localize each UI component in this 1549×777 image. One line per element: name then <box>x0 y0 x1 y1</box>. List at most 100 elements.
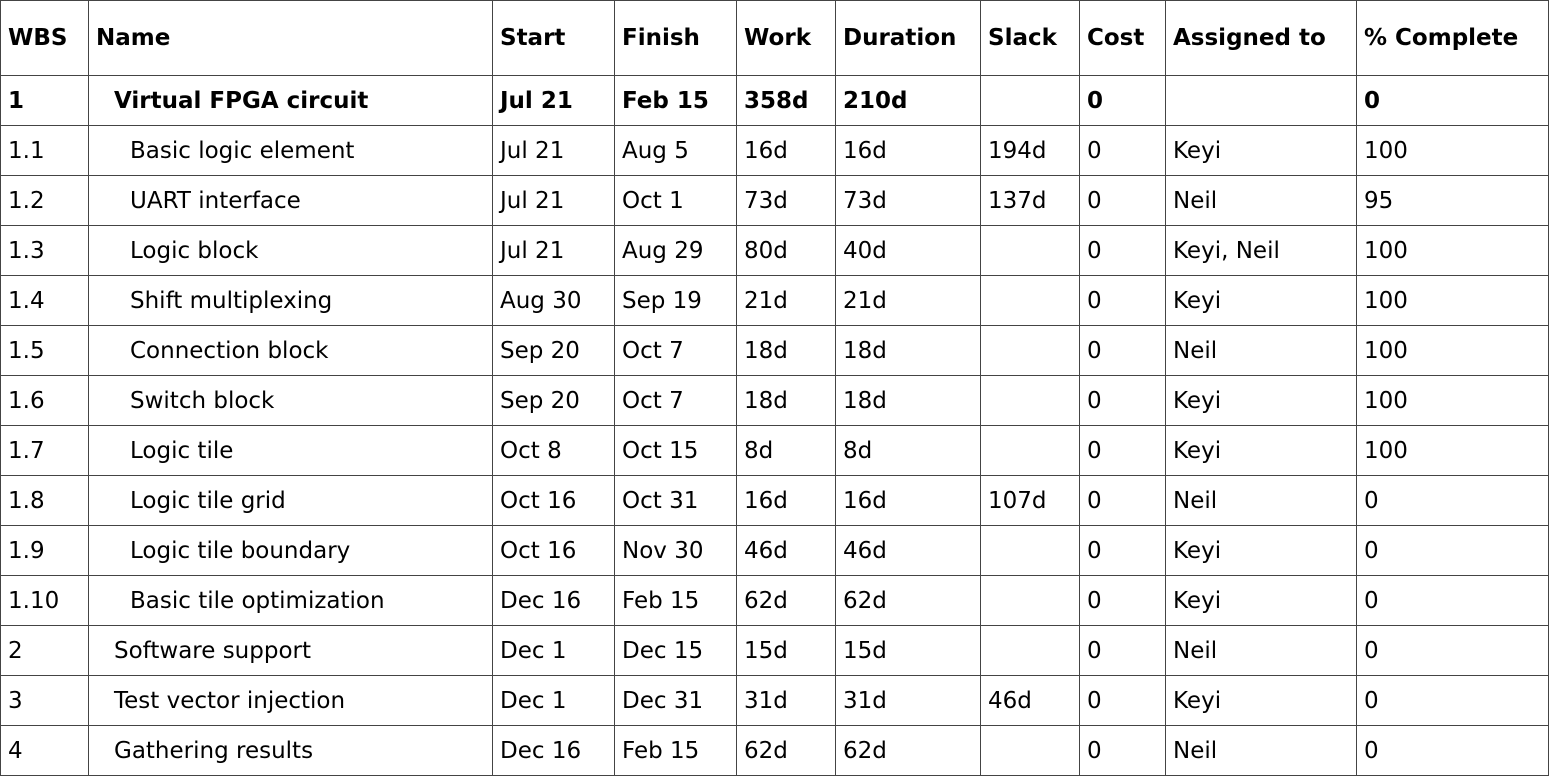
wbs-cell: 4 <box>0 725 89 776</box>
percent-complete-cell: 100 <box>1356 225 1549 276</box>
column-header-wbs: WBS <box>0 0 89 76</box>
cost-cell: 0 <box>1079 675 1166 726</box>
table-row: 1.6 Switch block Sep 20 Oct 7 18d 18d 0 Keyi 100 <box>0 375 1549 426</box>
duration-cell: 62d <box>835 575 981 626</box>
slack-cell <box>980 225 1080 276</box>
task-name-cell: Logic block <box>88 225 493 276</box>
finish-cell: Oct 7 <box>614 325 737 376</box>
wbs-cell: 1 <box>0 75 89 126</box>
duration-cell: 16d <box>835 475 981 526</box>
task-name-cell: Basic tile optimization <box>88 575 493 626</box>
task-name-cell: Logic tile boundary <box>88 525 493 576</box>
start-cell: Oct 16 <box>492 475 615 526</box>
percent-complete-cell: 100 <box>1356 125 1549 176</box>
column-header-slack: Slack <box>980 0 1080 76</box>
start-cell: Oct 8 <box>492 425 615 476</box>
assigned-to-cell: Neil <box>1165 725 1357 776</box>
work-cell: 8d <box>736 425 836 476</box>
wbs-cell: 1.8 <box>0 475 89 526</box>
cost-cell: 0 <box>1079 725 1166 776</box>
column-header-assigned-to: Assigned to <box>1165 0 1357 76</box>
slack-cell <box>980 625 1080 676</box>
assigned-to-cell: Keyi <box>1165 275 1357 326</box>
work-cell: 16d <box>736 125 836 176</box>
task-name-cell: Shift multiplexing <box>88 275 493 326</box>
slack-cell <box>980 325 1080 376</box>
slack-cell <box>980 525 1080 576</box>
slack-cell <box>980 375 1080 426</box>
start-cell: Jul 21 <box>492 75 615 126</box>
task-name-cell: Virtual FPGA circuit <box>88 75 493 126</box>
percent-complete-cell: 0 <box>1356 475 1549 526</box>
table-row: 1 Virtual FPGA circuit Jul 21 Feb 15 358d 210… <box>0 75 1549 126</box>
slack-cell <box>980 275 1080 326</box>
assigned-to-cell: Keyi <box>1165 675 1357 726</box>
finish-cell: Feb 15 <box>614 725 737 776</box>
duration-cell: 31d <box>835 675 981 726</box>
duration-cell: 73d <box>835 175 981 226</box>
wbs-cell: 1.7 <box>0 425 89 476</box>
table-row: 3 Test vector injection Dec 1 Dec 31 31d 31d 4… <box>0 675 1549 726</box>
percent-complete-cell: 100 <box>1356 425 1549 476</box>
start-cell: Oct 16 <box>492 525 615 576</box>
duration-cell: 18d <box>835 375 981 426</box>
cost-cell: 0 <box>1079 275 1166 326</box>
percent-complete-cell: 100 <box>1356 375 1549 426</box>
table-row: 1.3 Logic block Jul 21 Aug 29 80d 40d 0 Keyi, N… <box>0 225 1549 276</box>
finish-cell: Dec 31 <box>614 675 737 726</box>
assigned-to-cell <box>1165 75 1357 126</box>
task-name-cell: Switch block <box>88 375 493 426</box>
start-cell: Sep 20 <box>492 375 615 426</box>
start-cell: Dec 16 <box>492 725 615 776</box>
percent-complete-cell: 0 <box>1356 675 1549 726</box>
wbs-cell: 1.10 <box>0 575 89 626</box>
cost-cell: 0 <box>1079 175 1166 226</box>
percent-complete-cell: 0 <box>1356 75 1549 126</box>
work-cell: 62d <box>736 575 836 626</box>
assigned-to-cell: Keyi <box>1165 525 1357 576</box>
work-cell: 18d <box>736 325 836 376</box>
work-cell: 62d <box>736 725 836 776</box>
slack-cell: 46d <box>980 675 1080 726</box>
wbs-cell: 3 <box>0 675 89 726</box>
percent-complete-cell: 95 <box>1356 175 1549 226</box>
table-row: 1.1 Basic logic element Jul 21 Aug 5 16d 16d 1… <box>0 125 1549 176</box>
slack-cell <box>980 425 1080 476</box>
duration-cell: 62d <box>835 725 981 776</box>
finish-cell: Dec 15 <box>614 625 737 676</box>
percent-complete-cell: 0 <box>1356 725 1549 776</box>
cost-cell: 0 <box>1079 425 1166 476</box>
finish-cell: Aug 5 <box>614 125 737 176</box>
column-header-start: Start <box>492 0 615 76</box>
finish-cell: Feb 15 <box>614 575 737 626</box>
start-cell: Sep 20 <box>492 325 615 376</box>
table-row: 1.7 Logic tile Oct 8 Oct 15 8d 8d 0 Keyi 100 <box>0 425 1549 476</box>
cost-cell: 0 <box>1079 225 1166 276</box>
work-cell: 46d <box>736 525 836 576</box>
wbs-cell: 1.9 <box>0 525 89 576</box>
wbs-cell: 1.1 <box>0 125 89 176</box>
task-name-cell: Test vector injection <box>88 675 493 726</box>
wbs-cell: 1.6 <box>0 375 89 426</box>
column-header-duration: Duration <box>835 0 981 76</box>
work-cell: 80d <box>736 225 836 276</box>
wbs-cell: 1.2 <box>0 175 89 226</box>
duration-cell: 18d <box>835 325 981 376</box>
start-cell: Jul 21 <box>492 175 615 226</box>
start-cell: Aug 30 <box>492 275 615 326</box>
percent-complete-cell: 0 <box>1356 575 1549 626</box>
work-cell: 73d <box>736 175 836 226</box>
slack-cell <box>980 725 1080 776</box>
wbs-cell: 1.4 <box>0 275 89 326</box>
table-row: 1.8 Logic tile grid Oct 16 Oct 31 16d 16d 107d… <box>0 475 1549 526</box>
work-cell: 18d <box>736 375 836 426</box>
cost-cell: 0 <box>1079 325 1166 376</box>
column-header-name: Name <box>88 0 493 76</box>
start-cell: Dec 1 <box>492 675 615 726</box>
column-header-work: Work <box>736 0 836 76</box>
task-name-cell: Logic tile <box>88 425 493 476</box>
task-name-cell: Connection block <box>88 325 493 376</box>
slack-cell: 194d <box>980 125 1080 176</box>
table-row: 1.9 Logic tile boundary Oct 16 Nov 30 46d 46d… <box>0 525 1549 576</box>
